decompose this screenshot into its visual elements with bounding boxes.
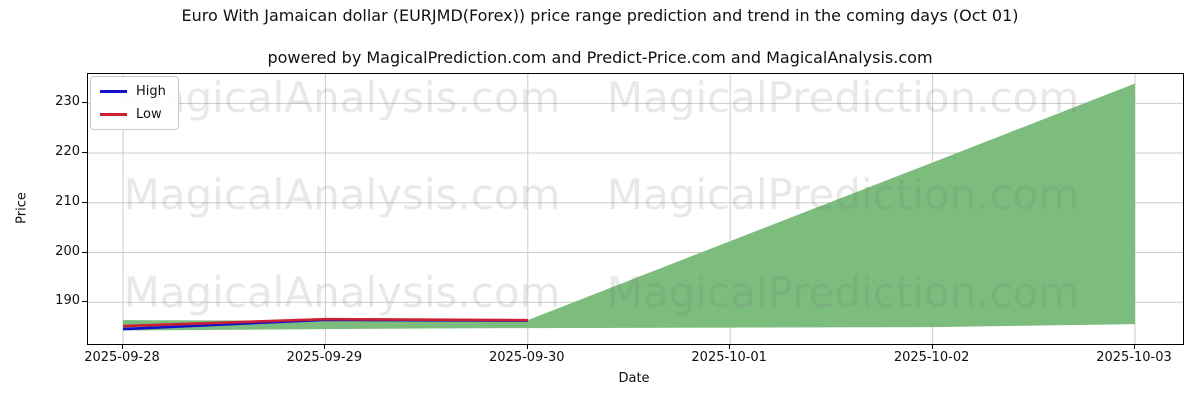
y-tick-mark [82,301,87,303]
legend: High Low [90,76,179,130]
watermark-text: MagicalPrediction.com [606,170,1080,219]
x-tick-label: 2025-10-01 [691,350,767,365]
x-tick-mark [122,344,123,349]
x-tick-mark [729,344,731,349]
y-tick-label: 190 [55,293,80,309]
legend-label-high: High [136,84,166,99]
y-tick-label: 230 [55,94,80,110]
watermark-text: MagicalAnalysis.com [123,73,561,122]
chart-title: Euro With Jamaican dollar (EURJMD(Forex)… [181,6,1019,25]
y-tick-mark [82,201,87,203]
y-tick-mark [82,102,87,104]
x-tick-mark [526,344,528,349]
x-tick-mark [1134,344,1135,349]
x-tick-label: 2025-09-29 [286,350,363,365]
y-tick-mark [82,251,87,253]
x-tick-label: 2025-10-03 [1096,350,1172,365]
x-tick-label: 2025-09-30 [489,350,565,365]
low-line-swatch [100,113,127,116]
y-tick-label: 210 [55,193,80,209]
x-axis-label: Date [618,371,650,386]
y-axis-label: Price [14,192,30,224]
chart-subtitle: powered by MagicalPrediction.com and Pre… [267,48,933,67]
prediction-band [123,83,1135,331]
y-tick-label: 200 [55,243,80,259]
line-low [122,317,528,328]
legend-label-low: Low [136,107,162,122]
watermark-text: MagicalAnalysis.com [123,268,561,317]
x-tick-label: 2025-10-02 [893,350,970,365]
y-tick-label: 220 [55,144,80,160]
watermark-text: MagicalPrediction.com [606,268,1080,317]
legend-item-low: Low [100,107,166,122]
x-tick-mark [324,344,326,349]
plot-area: MagicalAnalysis.com MagicalPrediction.com… [87,73,1184,345]
high-line-swatch [100,90,127,93]
y-tick-mark [82,152,87,154]
watermark-text: MagicalPrediction.com [606,73,1080,122]
x-tick-mark [931,344,933,349]
x-tick-label: 2025-09-28 [84,350,160,365]
watermark-text: MagicalAnalysis.com [123,170,561,219]
legend-item-high: High [100,84,166,99]
